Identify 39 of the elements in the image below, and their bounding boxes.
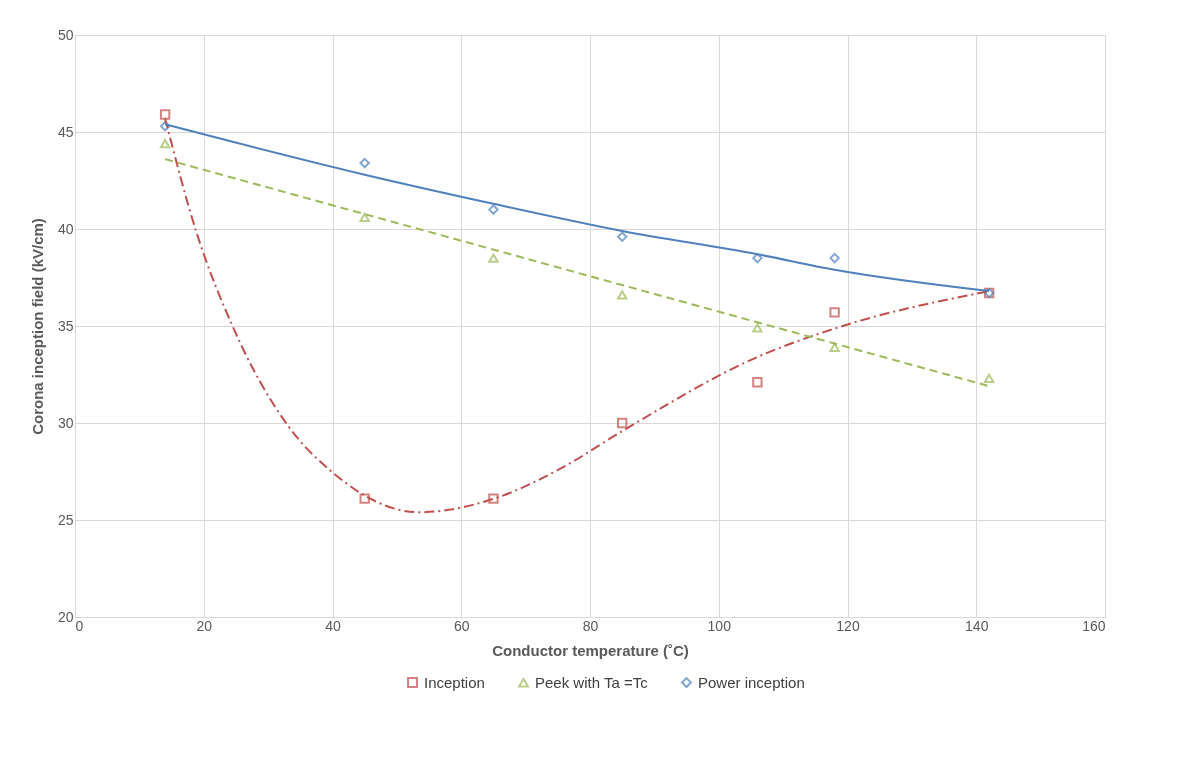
y-tick-label: 50 xyxy=(57,26,74,43)
legend-label: Peek with Ta =Tc xyxy=(535,673,649,691)
point xyxy=(752,252,763,264)
point xyxy=(983,373,995,383)
point xyxy=(159,109,171,120)
point xyxy=(752,377,763,388)
legend-label: Inception xyxy=(424,673,485,691)
point xyxy=(488,204,499,215)
point xyxy=(829,307,840,318)
point xyxy=(829,252,840,264)
point xyxy=(359,493,370,504)
x-axis-title: Conductor temperature (˚C) xyxy=(492,641,689,659)
point xyxy=(488,253,499,263)
x-tick-label: 0 xyxy=(75,617,84,634)
point xyxy=(829,342,840,352)
point xyxy=(159,139,171,149)
y-tick-label: 40 xyxy=(57,220,74,237)
x-tick-label: 100 xyxy=(707,617,732,634)
y-tick-label: 45 xyxy=(57,123,74,140)
point xyxy=(359,212,370,222)
x-tick-label: 140 xyxy=(965,617,989,634)
x-tick-label: 160 xyxy=(1082,617,1106,634)
legend-label: Power inception xyxy=(698,673,805,691)
x-tick-label: 40 xyxy=(325,617,341,634)
point xyxy=(617,231,628,242)
point xyxy=(359,157,370,169)
point xyxy=(488,493,499,504)
point xyxy=(752,323,763,333)
point xyxy=(617,417,628,429)
point xyxy=(159,121,171,132)
y-tick-label: 25 xyxy=(57,511,74,528)
y-tick-label: 30 xyxy=(57,414,74,431)
y-axis-title: Corona inception field (kV/cm) xyxy=(28,218,46,435)
x-tick-label: 80 xyxy=(582,617,599,634)
y-tick-label: 35 xyxy=(57,317,74,334)
x-tick-label: 20 xyxy=(196,617,213,634)
x-tick-label: 120 xyxy=(836,617,860,634)
point xyxy=(617,290,628,300)
x-tick-label: 60 xyxy=(453,617,470,634)
